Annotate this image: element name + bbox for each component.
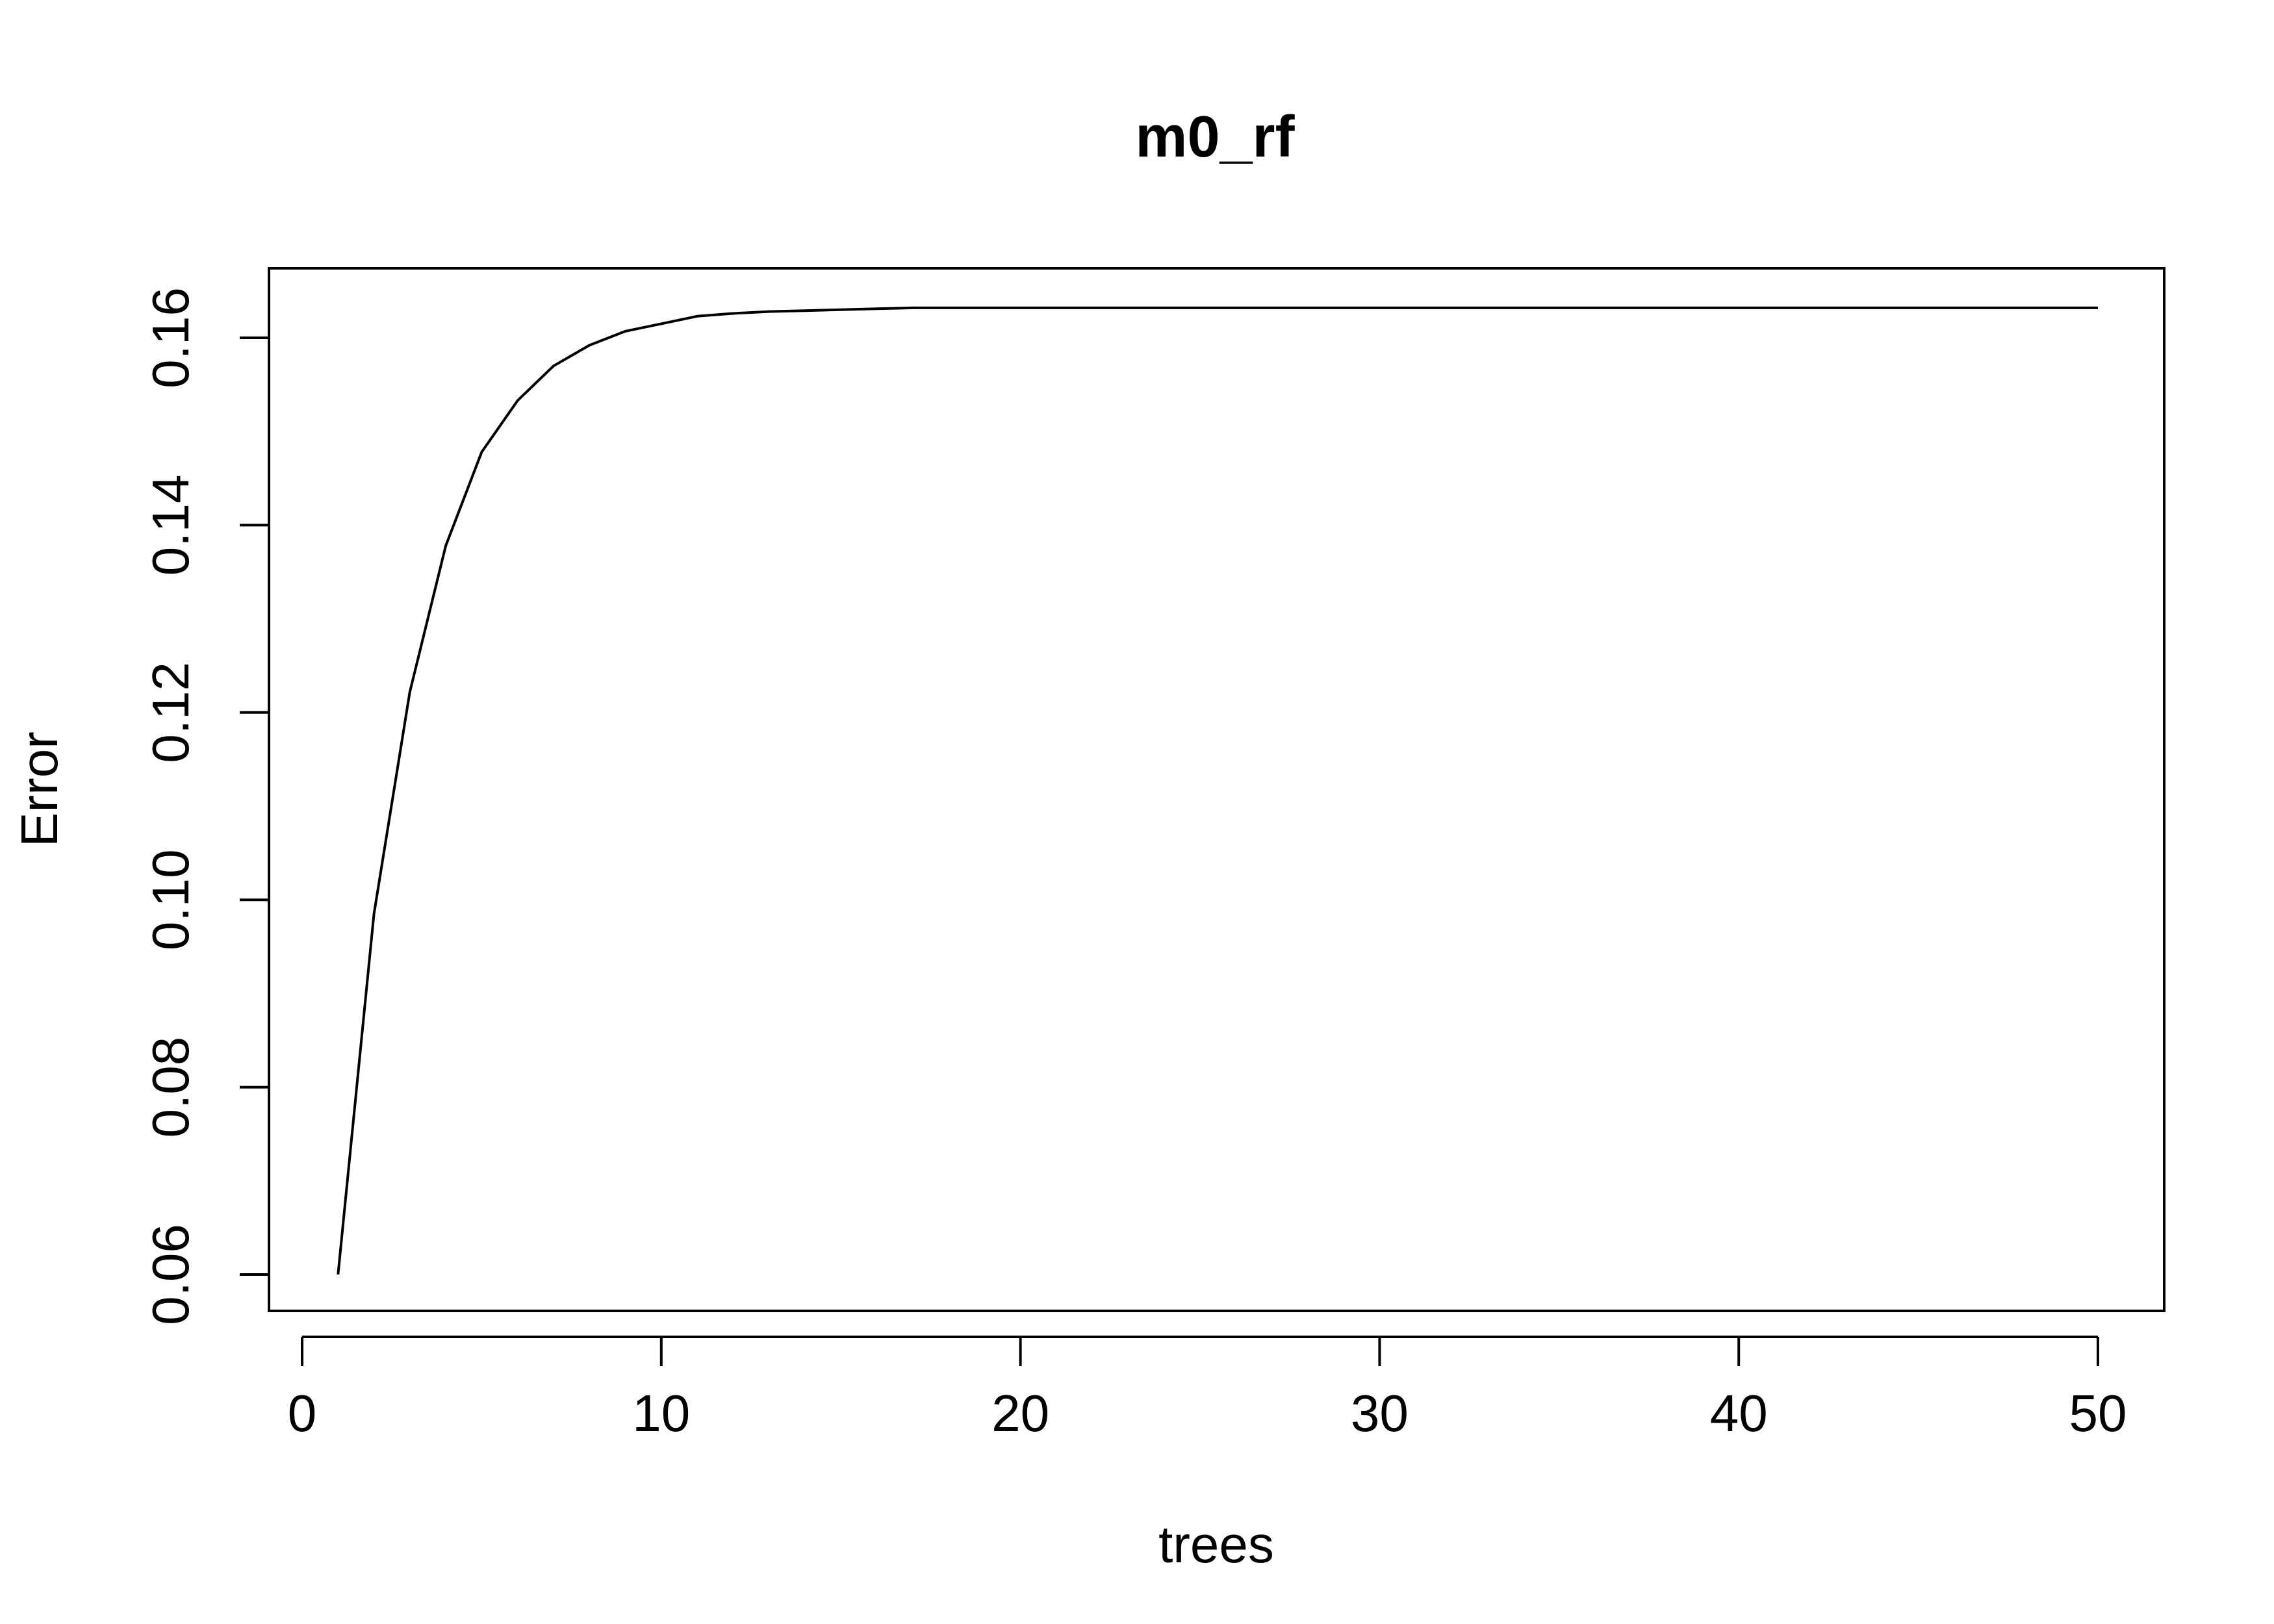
- y-tick-label: 0.12: [142, 662, 199, 763]
- plot-frame: [268, 267, 2165, 1312]
- x-tick-label: 10: [632, 1384, 690, 1442]
- x-axis-title: trees: [1158, 1516, 1274, 1573]
- y-tick-label: 0.16: [142, 287, 199, 388]
- y-tick-label: 0.06: [142, 1224, 199, 1325]
- y-tick-label: 0.10: [142, 849, 199, 950]
- x-tick-label: 50: [2069, 1384, 2127, 1442]
- y-tick-label: 0.14: [142, 475, 199, 576]
- series-layer: [337, 306, 2098, 1275]
- chart-title: m0_rf: [1135, 105, 1295, 170]
- x-tick-label: 40: [1710, 1384, 1768, 1442]
- x-tick-label: 0: [288, 1384, 317, 1442]
- x-axis: 0 10 20 30 40 50: [288, 1336, 2127, 1442]
- x-tick-label: 30: [1351, 1384, 1409, 1442]
- y-axis-title: Error: [10, 731, 68, 847]
- y-tick-label: 0.08: [142, 1037, 199, 1138]
- y-axis: 0.06 0.08 0.10 0.12 0.14 0.16: [142, 287, 270, 1325]
- error-series-line: [337, 306, 2098, 1275]
- x-tick-label: 20: [991, 1384, 1049, 1442]
